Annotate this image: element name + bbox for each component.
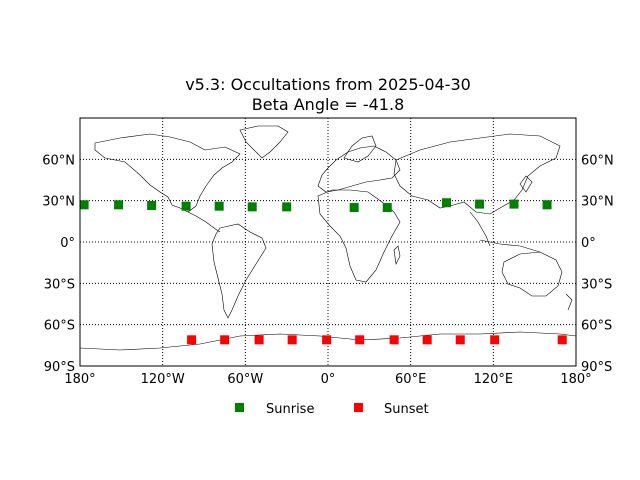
sunset-marker xyxy=(254,335,264,345)
new-zealand-outline xyxy=(565,293,573,311)
sunset-marker xyxy=(287,335,297,345)
sunrise-marker xyxy=(475,199,485,209)
australia-outline xyxy=(501,251,563,297)
sunrise-marker xyxy=(542,200,552,210)
legend: Sunrise Sunset xyxy=(235,402,429,417)
north-america-outline xyxy=(94,133,241,213)
legend-label-sunrise: Sunrise xyxy=(266,402,314,417)
sunset-marker xyxy=(490,335,500,345)
coastlines xyxy=(79,125,577,351)
sunrise-marker xyxy=(181,201,191,211)
x-tick-label: 60°E xyxy=(395,372,426,387)
y-tick-label-right: 60°N xyxy=(581,153,614,168)
africa-outline xyxy=(317,189,401,283)
y-tick-label-left: 60°N xyxy=(42,153,75,168)
greenland-outline xyxy=(239,125,289,159)
sunrise-marker xyxy=(247,202,257,212)
sunset-marker xyxy=(557,335,567,345)
antarctica-outline xyxy=(79,331,577,351)
x-tick-label: 60°W xyxy=(227,372,263,387)
madagascar-outline xyxy=(393,245,401,265)
y-tick-label-left: 30°N xyxy=(42,195,75,210)
chart-subtitle: Beta Angle = -41.8 xyxy=(252,95,405,114)
legend-swatch-sunset xyxy=(354,403,363,412)
indochina-outline xyxy=(469,211,491,247)
sunrise-marker xyxy=(147,200,157,210)
map-frame xyxy=(79,117,577,367)
y-tick-label-right: 0° xyxy=(581,236,596,251)
axis-tick-labels: 180° 120°W 60°W 0° 60°E 120°E 180°90°S 90°S60°S… xyxy=(42,153,614,387)
central-america-outline xyxy=(187,211,221,233)
sunset-marker xyxy=(322,335,332,345)
sunset-marker xyxy=(389,335,399,345)
sunrise-marker xyxy=(114,200,124,210)
sunset-marker xyxy=(220,335,230,345)
x-tick-label: 120°E xyxy=(474,372,514,387)
sunrise-marker xyxy=(214,201,224,211)
y-tick-label-right: 30°N xyxy=(581,195,614,210)
legend-swatch-sunrise xyxy=(235,403,244,412)
sunrise-marker xyxy=(349,203,359,213)
sunrise-marker xyxy=(382,203,392,213)
scandinavia-outline xyxy=(343,135,377,163)
sunset-marker xyxy=(422,335,432,345)
y-tick-label-left: 30°S xyxy=(44,277,75,292)
y-tick-label-right: 60°S xyxy=(581,319,612,334)
maritime-southeast-asia-outline xyxy=(479,239,541,253)
y-tick-label-right: 90°S xyxy=(581,360,612,375)
legend-label-sunset: Sunset xyxy=(384,402,429,417)
sunrise-marker xyxy=(79,200,89,210)
x-tick-label: 180° xyxy=(64,372,95,387)
south-america-outline xyxy=(211,223,267,319)
map-plot-area xyxy=(79,117,577,367)
y-tick-label-left: 60°S xyxy=(44,319,75,334)
y-tick-label-right: 30°S xyxy=(581,277,612,292)
sunset-marker xyxy=(455,335,465,345)
occultation-markers xyxy=(79,198,567,345)
sunrise-marker xyxy=(441,198,451,208)
sunset-marker xyxy=(355,335,365,345)
chart-title: v5.3: Occultations from 2025-04-30 xyxy=(185,75,471,94)
x-tick-label: 0° xyxy=(321,372,336,387)
y-tick-label-left: 90°S xyxy=(44,360,75,375)
x-tick-label: 120°W xyxy=(141,372,185,387)
graticule-grid xyxy=(80,118,576,366)
japan-outline xyxy=(519,175,533,193)
sunset-marker xyxy=(187,335,197,345)
y-tick-label-left: 0° xyxy=(60,236,75,251)
x-tick-label: 180° xyxy=(560,372,591,387)
sunrise-marker xyxy=(509,199,519,209)
sunrise-marker xyxy=(282,202,292,212)
